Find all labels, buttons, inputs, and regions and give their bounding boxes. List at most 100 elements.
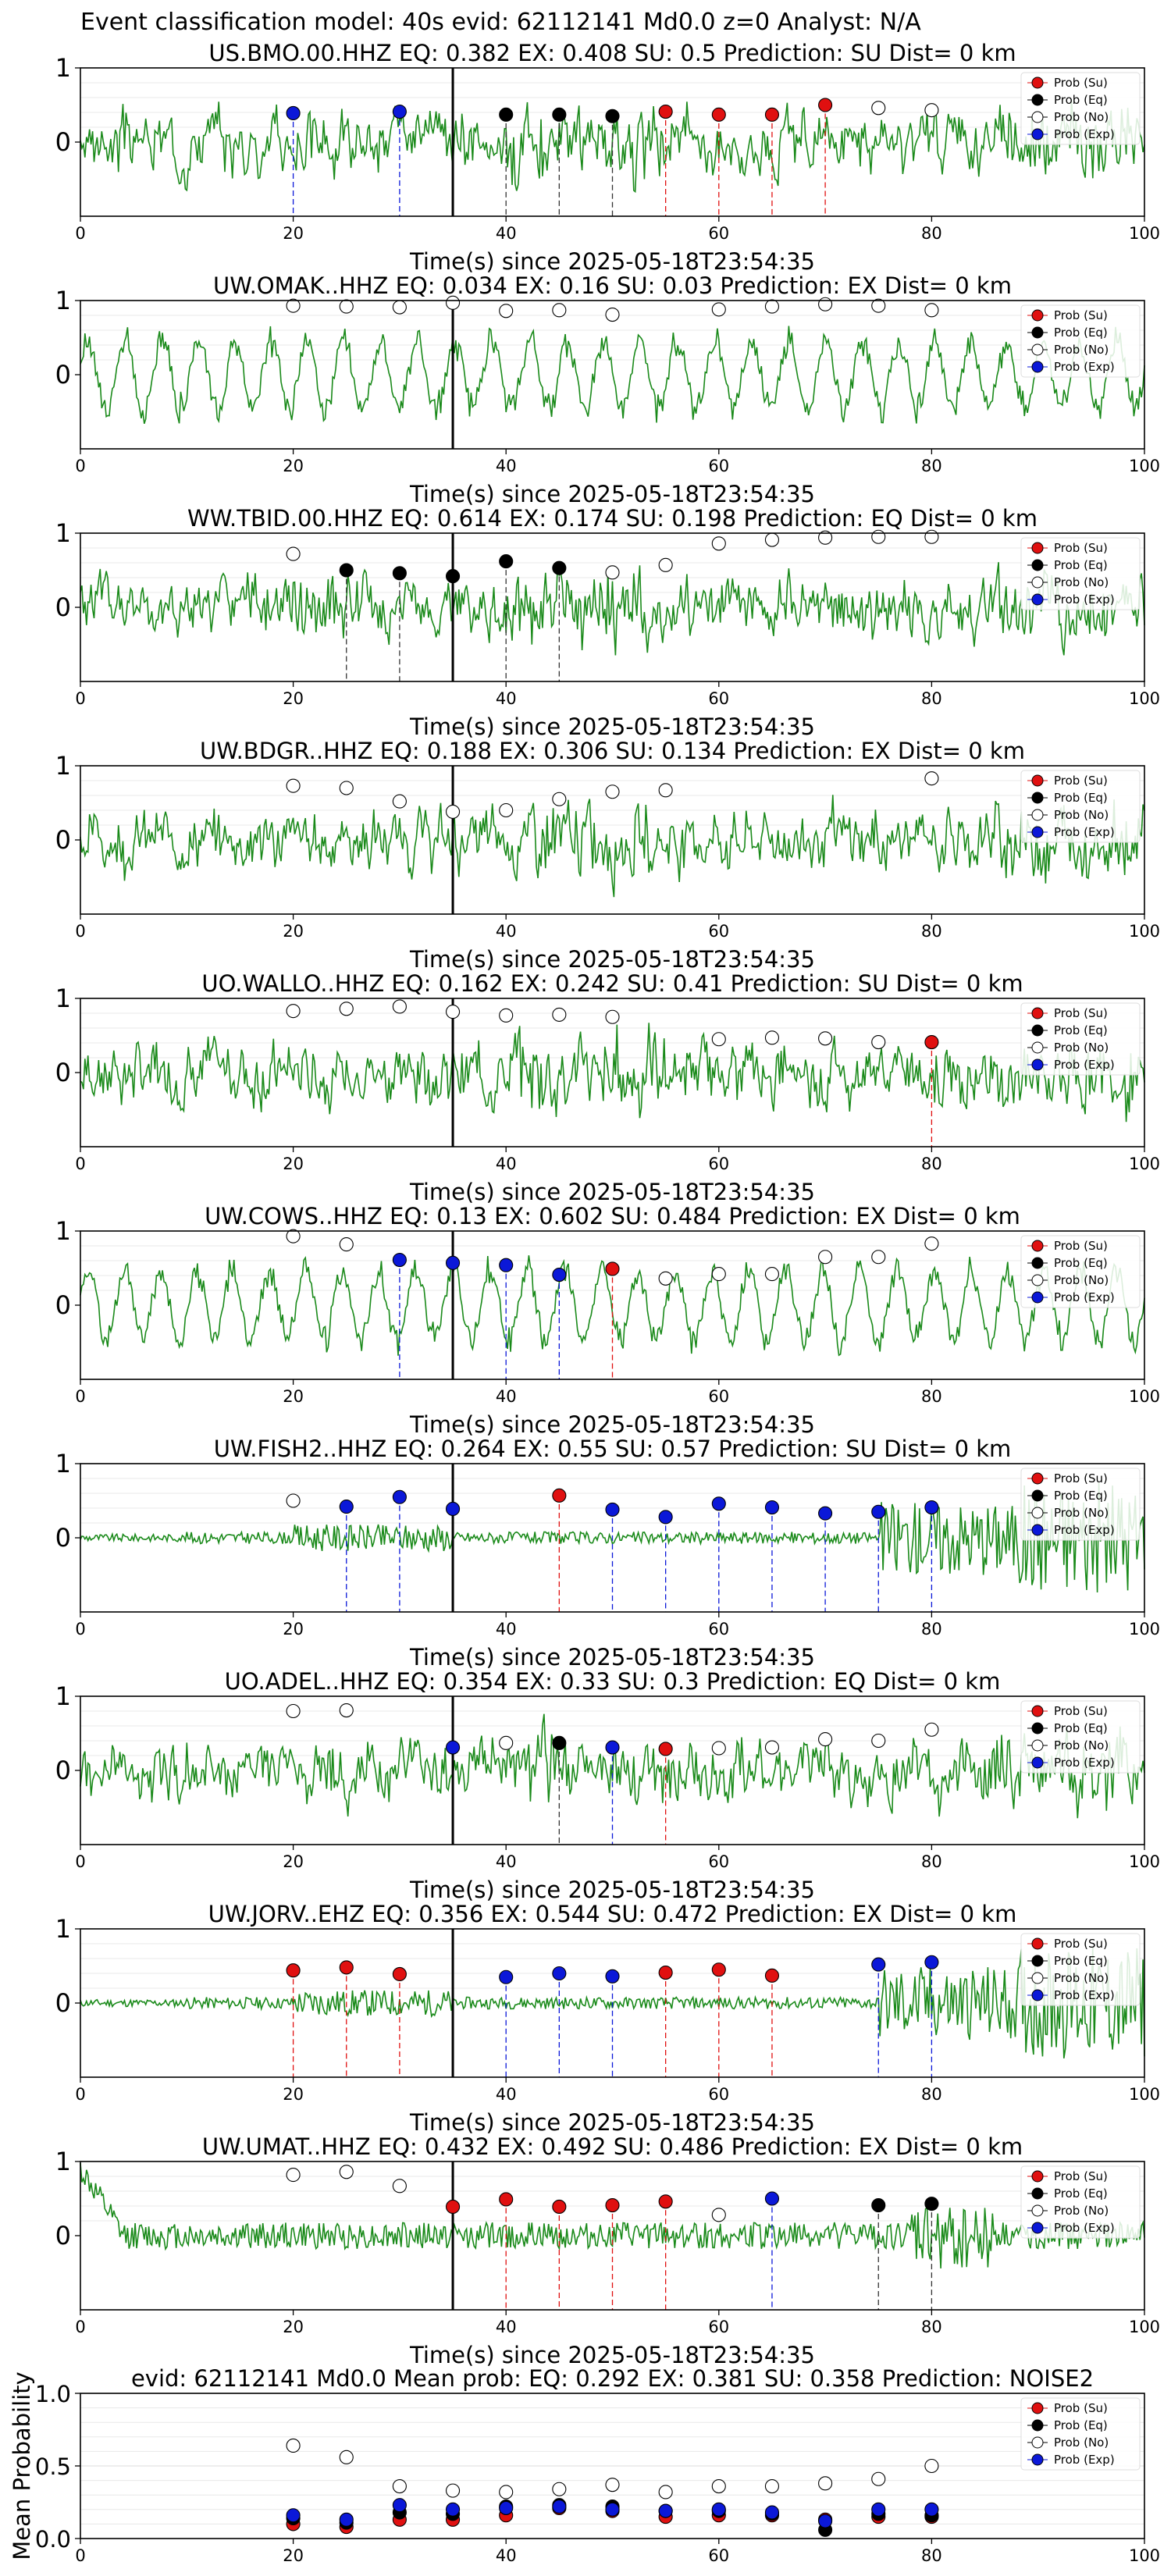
x-tick-label: 80 — [921, 689, 942, 708]
x-axis-label: Time(s) since 2025-05-18T23:54:35 — [409, 1179, 815, 1205]
x-tick-label: 40 — [496, 1155, 517, 1173]
prob-point-no — [392, 999, 407, 1014]
x-tick-label: 40 — [496, 2318, 517, 2336]
panel-title: UW.UMAT..HHZ EQ: 0.432 EX: 0.492 SU: 0.4… — [202, 2133, 1023, 2160]
x-tick-label: 80 — [921, 1155, 942, 1173]
x-tick-label: 20 — [283, 224, 304, 243]
legend-label: Prob (Eq) — [1054, 1954, 1108, 1968]
legend: Prob (Su) Prob (Eq) Prob (No) Prob (Exp) — [1020, 1700, 1141, 1774]
prob-point-exp — [445, 2502, 461, 2517]
prob-point-no — [445, 1005, 461, 1019]
x-tick-label: 0 — [75, 224, 85, 243]
panel-title: UW.OMAK..HHZ EQ: 0.034 EX: 0.16 SU: 0.03… — [213, 272, 1012, 299]
x-tick-label: 60 — [708, 1620, 729, 1638]
x-tick-label: 40 — [496, 2546, 517, 2565]
legend-label: Prob (No) — [1054, 2204, 1109, 2218]
prob-point-eq — [339, 563, 354, 578]
prob-point-exp — [818, 2514, 833, 2528]
prob-point-no — [924, 2458, 939, 2474]
prob-point-su — [764, 1968, 780, 1983]
prob-point-no — [499, 802, 514, 818]
legend-label: Prob (Exp) — [1054, 825, 1115, 839]
legend: Prob (Su) Prob (Eq) Prob (No) Prob (Exp) — [1020, 1002, 1141, 1076]
legend-marker — [1031, 826, 1044, 838]
prob-point-no — [552, 1007, 567, 1022]
prob-point-exp — [711, 2502, 726, 2517]
x-axis-label: Time(s) since 2025-05-18T23:54:35 — [409, 1877, 815, 1903]
prob-point-no — [658, 1271, 673, 1286]
x-tick-label: 80 — [921, 224, 942, 243]
prob-point-no — [499, 2485, 514, 2500]
x-tick-label: 80 — [921, 922, 942, 941]
x-tick-label: 100 — [1129, 224, 1160, 243]
prob-point-no — [339, 1002, 354, 1016]
prob-point-eq — [552, 1735, 567, 1750]
y-tick-label: 1 — [55, 53, 71, 83]
legend-marker — [1031, 361, 1044, 373]
x-tick-label: 40 — [496, 1852, 517, 1871]
legend-marker — [1031, 792, 1044, 804]
prob-point-su — [286, 1963, 301, 1978]
prob-point-exp — [392, 2498, 407, 2513]
x-tick-label: 60 — [708, 922, 729, 941]
x-tick-label: 0 — [75, 1620, 85, 1638]
legend-marker — [1031, 1972, 1044, 1984]
legend: Prob (Su) Prob (Eq) Prob (No) Prob (Exp) — [1020, 2397, 1141, 2471]
prob-point-no — [286, 298, 301, 313]
x-tick-label: 0 — [75, 2085, 85, 2104]
prob-point-no — [392, 300, 407, 315]
prob-point-eq — [552, 107, 567, 122]
legend-marker — [1031, 1507, 1044, 1519]
legend-label: Prob (Su) — [1054, 2401, 1108, 2415]
prob-point-exp — [339, 1500, 354, 1514]
y-tick-label: 0 — [55, 1290, 71, 1320]
prob-point-exp — [286, 2508, 301, 2523]
prob-point-exp — [871, 1957, 886, 1972]
panel-title: US.BMO.00.HHZ EQ: 0.382 EX: 0.408 SU: 0.… — [208, 40, 1016, 66]
prob-point-su — [658, 2194, 673, 2209]
legend-marker — [1031, 1756, 1044, 1769]
prob-point-no — [764, 532, 780, 547]
legend-label: Prob (No) — [1054, 808, 1109, 822]
legend-frame — [1020, 1002, 1141, 1076]
legend: Prob (Su) Prob (Eq) Prob (No) Prob (Exp) — [1020, 770, 1141, 843]
legend-marker — [1031, 2222, 1044, 2234]
legend-marker — [1031, 1705, 1044, 1717]
prob-point-no — [499, 1008, 514, 1023]
prob-point-no — [286, 1703, 301, 1719]
prob-point-exp — [605, 1502, 620, 1517]
prob-point-exp — [499, 1258, 514, 1272]
prob-point-no — [764, 2478, 780, 2494]
x-tick-label: 0 — [75, 689, 85, 708]
waveform-trace — [80, 561, 1145, 656]
prob-point-exp — [924, 2502, 939, 2517]
prob-point-su — [499, 2192, 514, 2207]
y-tick-label: 0 — [55, 1988, 71, 2018]
legend-label: Prob (Exp) — [1054, 592, 1115, 607]
x-tick-label: 0 — [75, 1155, 85, 1173]
legend-frame — [1020, 1235, 1141, 1308]
prob-point-no — [924, 303, 939, 318]
legend-frame — [1020, 537, 1141, 610]
y-tick-label: 1 — [55, 751, 71, 781]
x-tick-label: 20 — [283, 2318, 304, 2336]
legend: Prob (Su) Prob (Eq) Prob (No) Prob (Exp) — [1020, 1468, 1141, 1541]
prob-point-no — [711, 1267, 726, 1282]
prob-point-exp — [658, 2503, 673, 2518]
legend-frame — [1020, 770, 1141, 843]
legend-marker — [1031, 1489, 1044, 1502]
prob-point-no — [339, 1237, 354, 1252]
x-tick-label: 100 — [1129, 2085, 1160, 2104]
x-tick-label: 40 — [496, 922, 517, 941]
legend-marker — [1031, 1937, 1044, 1950]
prob-point-su — [924, 1035, 939, 1050]
legend-marker — [1031, 76, 1044, 89]
y-tick-label: 0 — [55, 1058, 71, 1087]
legend-marker — [1031, 809, 1044, 821]
legend-marker — [1031, 1739, 1044, 1752]
prob-point-no — [286, 778, 301, 793]
x-tick-label: 80 — [921, 2318, 942, 2336]
legend-label: Prob (Exp) — [1054, 2453, 1115, 2467]
prob-point-no — [552, 792, 567, 806]
station-panel: UW.COWS..HHZ EQ: 0.13 EX: 0.602 SU: 0.48… — [55, 1203, 1160, 1438]
